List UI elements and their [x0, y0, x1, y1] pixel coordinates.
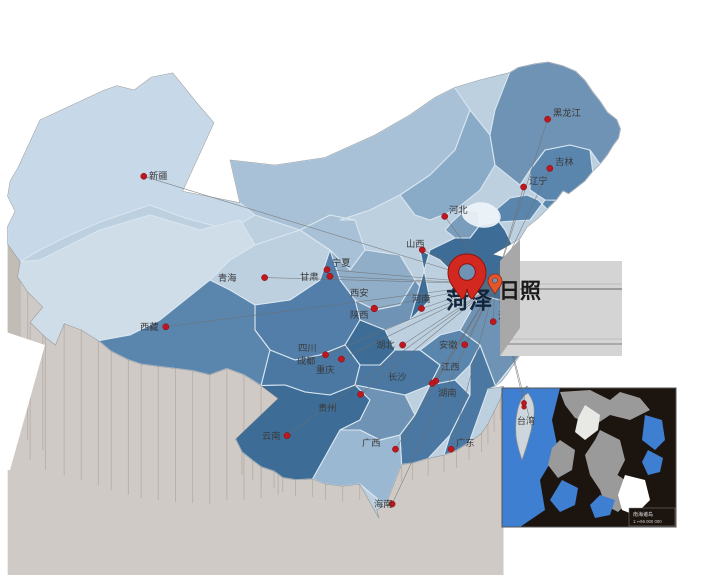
- svg-text:新疆: 新疆: [149, 170, 168, 181]
- svg-text:1:∾96 000 000: 1:∾96 000 000: [633, 519, 662, 524]
- svg-text:江西: 江西: [441, 362, 460, 372]
- svg-text:日照: 日照: [499, 280, 541, 303]
- svg-text:陕西: 陕西: [350, 309, 369, 320]
- svg-text:西安: 西安: [350, 287, 369, 298]
- svg-text:广西: 广西: [362, 437, 381, 448]
- svg-text:海南: 海南: [374, 498, 393, 509]
- svg-text:辽宁: 辽宁: [529, 175, 548, 186]
- svg-text:广东: 广东: [456, 437, 475, 448]
- svg-text:西藏: 西藏: [140, 321, 159, 332]
- svg-text:南海诸岛: 南海诸岛: [633, 511, 653, 518]
- svg-text:青海: 青海: [218, 272, 237, 283]
- svg-text:河北: 河北: [449, 204, 468, 215]
- svg-text:山西: 山西: [406, 239, 425, 249]
- svg-text:黑龙江: 黑龙江: [553, 107, 581, 118]
- svg-text:甘肃: 甘肃: [300, 271, 319, 282]
- svg-text:湖北: 湖北: [376, 340, 395, 350]
- svg-text:安徽: 安徽: [439, 339, 458, 350]
- svg-text:长沙: 长沙: [388, 371, 407, 382]
- svg-text:台湾: 台湾: [517, 415, 535, 426]
- svg-text:重庆: 重庆: [316, 364, 335, 375]
- svg-text:贵州: 贵州: [318, 402, 337, 413]
- svg-text:吉林: 吉林: [555, 156, 574, 167]
- svg-text:四川: 四川: [298, 343, 317, 353]
- svg-text:宁夏: 宁夏: [332, 257, 351, 268]
- svg-text:成都: 成都: [297, 355, 316, 366]
- svg-text:湖南: 湖南: [438, 387, 457, 398]
- svg-text:云南: 云南: [262, 430, 281, 441]
- svg-text:河南: 河南: [412, 293, 431, 304]
